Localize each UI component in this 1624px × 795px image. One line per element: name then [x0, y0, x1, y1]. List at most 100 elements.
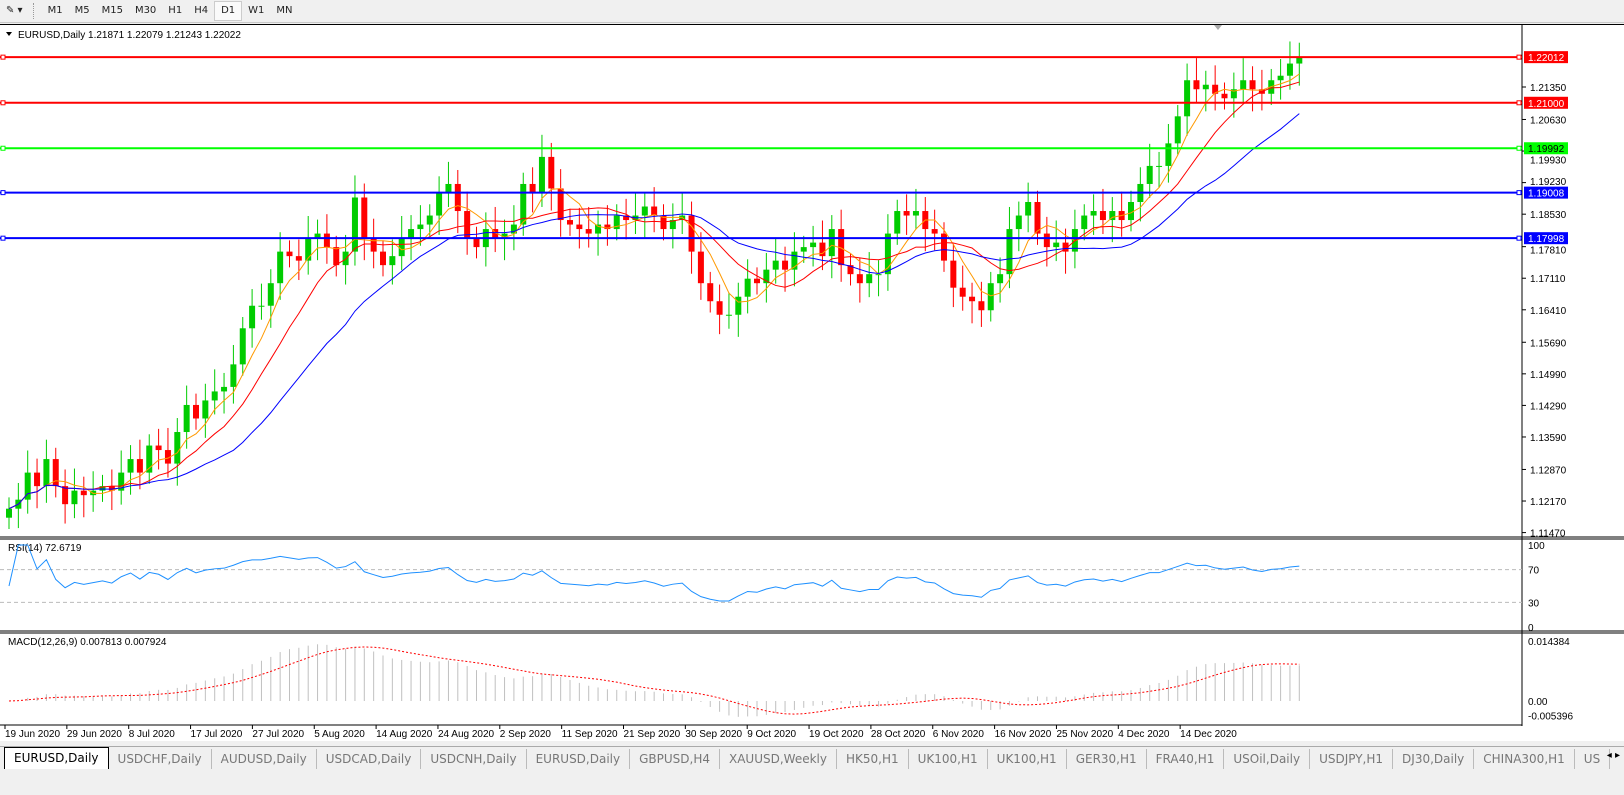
- chart-tab[interactable]: USDCNH,Daily: [421, 749, 527, 769]
- date-tick-label: 17 Jul 2020: [191, 729, 243, 740]
- candle-body: [323, 233, 330, 248]
- candle-body: [1025, 202, 1032, 216]
- candle-body: [99, 486, 106, 491]
- candle-body: [1034, 202, 1041, 234]
- candle-body: [221, 386, 228, 392]
- candle-body: [43, 459, 50, 487]
- chart-tab[interactable]: FRA40,H1: [1147, 749, 1225, 769]
- price-tick-label: 1.17110: [1530, 274, 1566, 285]
- collapse-triangle-icon: [6, 32, 12, 36]
- drawing-tools-dropdown[interactable]: ✎ ▾: [6, 5, 23, 16]
- line-handle: [1516, 235, 1522, 241]
- chart-tab[interactable]: USOil,Daily: [1224, 749, 1311, 769]
- candle-body: [782, 260, 789, 270]
- candle-body: [623, 215, 630, 221]
- candle-body: [305, 238, 312, 261]
- price-tick-label: 1.14290: [1530, 401, 1567, 412]
- macd-label: MACD(12,26,9) 0.007813 0.007924: [8, 637, 167, 648]
- chart-window[interactable]: EURUSD,Daily 1.21871 1.22079 1.21243 1.2…: [0, 24, 1624, 741]
- chart-tab[interactable]: USDCHF,Daily: [109, 749, 212, 769]
- timeframe-m15[interactable]: M15: [101, 5, 123, 16]
- candle-body: [576, 224, 583, 230]
- date-tick-label: 2 Sep 2020: [500, 729, 552, 740]
- candle-body: [987, 283, 994, 311]
- chart-tab[interactable]: GBPUSD,H4: [630, 749, 720, 769]
- price-tick-label: 1.15690: [1530, 338, 1567, 349]
- candle-body: [464, 211, 471, 239]
- timeframe-toolbar: ✎ ▾ M1 M5 M15 M30 H1 H4 D1 W1 MN: [0, 0, 1624, 23]
- price-tick-label: 1.19930: [1530, 156, 1567, 167]
- candle-body: [473, 238, 480, 248]
- candle-body: [62, 486, 69, 505]
- timeframe-m5[interactable]: M5: [74, 5, 90, 16]
- candle-body: [1128, 202, 1134, 221]
- price-label-box: [1524, 51, 1568, 64]
- date-tick-label: 16 Nov 2020: [995, 729, 1052, 740]
- chart-tab[interactable]: USDJPY,H1: [1310, 749, 1394, 769]
- candle-body: [1062, 242, 1069, 252]
- timeframe-w1[interactable]: W1: [248, 5, 265, 16]
- candle-body: [585, 229, 592, 234]
- macd-tick-label: 0.014384: [1528, 637, 1570, 648]
- price-tick-label: 1.12870: [1530, 465, 1567, 476]
- candle-body: [557, 188, 564, 221]
- candle-body: [941, 233, 947, 261]
- chart-tab[interactable]: XAUUSD,Weekly: [720, 749, 837, 769]
- chart-canvas[interactable]: EURUSD,Daily 1.21871 1.22079 1.21243 1.2…: [0, 25, 1624, 741]
- candle-body: [520, 183, 527, 225]
- date-tick-label: 30 Sep 2020: [685, 729, 742, 740]
- macd-tick-label: -0.005396: [1528, 712, 1573, 723]
- timeframe-h1[interactable]: H1: [168, 5, 183, 16]
- chart-tab[interactable]: US: [1575, 749, 1611, 769]
- candle-body: [1202, 84, 1209, 90]
- candle-body: [239, 328, 246, 365]
- date-tick-label: 9 Oct 2020: [747, 729, 796, 740]
- timeframe-mn[interactable]: MN: [276, 5, 293, 16]
- macd-signal-line: [8, 646, 1300, 715]
- candle-body: [314, 233, 321, 239]
- timeframe-m1[interactable]: M1: [47, 5, 63, 16]
- candle-body: [1146, 165, 1153, 184]
- candle-body: [1165, 143, 1172, 166]
- candle-body: [548, 156, 555, 189]
- candle-body: [529, 183, 536, 193]
- candle-body: [997, 274, 1004, 284]
- candle-body: [417, 224, 424, 230]
- chart-tab[interactable]: UK100,H1: [909, 749, 988, 769]
- timeframe-m30[interactable]: M30: [134, 5, 157, 16]
- candle-body: [1015, 215, 1022, 230]
- candle-body: [267, 283, 274, 306]
- rsi-tick-label: 100: [1528, 541, 1545, 552]
- chart-tab[interactable]: AUDUSD,Daily: [212, 749, 317, 769]
- ma-fast-line: [8, 73, 1300, 510]
- price-label-box: [1524, 186, 1568, 199]
- candle-body: [295, 256, 302, 261]
- chart-tab[interactable]: DJ30,Daily: [1393, 749, 1475, 769]
- timeframe-h4[interactable]: H4: [194, 5, 209, 16]
- price-tick-label: 1.13590: [1530, 433, 1567, 444]
- chart-tab[interactable]: USDCAD,Daily: [317, 749, 422, 769]
- candle-body: [800, 247, 807, 252]
- timeframe-d1[interactable]: D1: [214, 1, 243, 21]
- chart-tab[interactable]: UK100,H1: [988, 749, 1067, 769]
- tabs-scroll-arrows[interactable]: ◂ ▸: [1606, 750, 1620, 761]
- chart-tab[interactable]: HK50,H1: [837, 749, 909, 769]
- candle-body: [838, 229, 845, 266]
- chart-tab[interactable]: CHINA300,H1: [1474, 749, 1575, 769]
- candle-body: [193, 404, 199, 419]
- date-tick-label: 19 Jun 2020: [5, 729, 60, 740]
- candle-body: [230, 364, 237, 387]
- chart-tab[interactable]: EURUSD,Daily: [4, 747, 109, 769]
- candle-body: [697, 251, 704, 284]
- line-handle: [1516, 190, 1522, 196]
- candle-body: [707, 283, 714, 302]
- price-label-box: [1524, 142, 1568, 155]
- rsi-tick-label: 0: [1528, 623, 1534, 634]
- chart-tab[interactable]: GER30,H1: [1067, 749, 1147, 769]
- chart-tab[interactable]: EURUSD,Daily: [527, 749, 631, 769]
- line-handle: [0, 235, 6, 241]
- candle-body: [866, 274, 873, 284]
- candle-body: [202, 400, 209, 419]
- date-tick-label: 24 Aug 2020: [438, 729, 495, 740]
- candle-body: [361, 197, 368, 239]
